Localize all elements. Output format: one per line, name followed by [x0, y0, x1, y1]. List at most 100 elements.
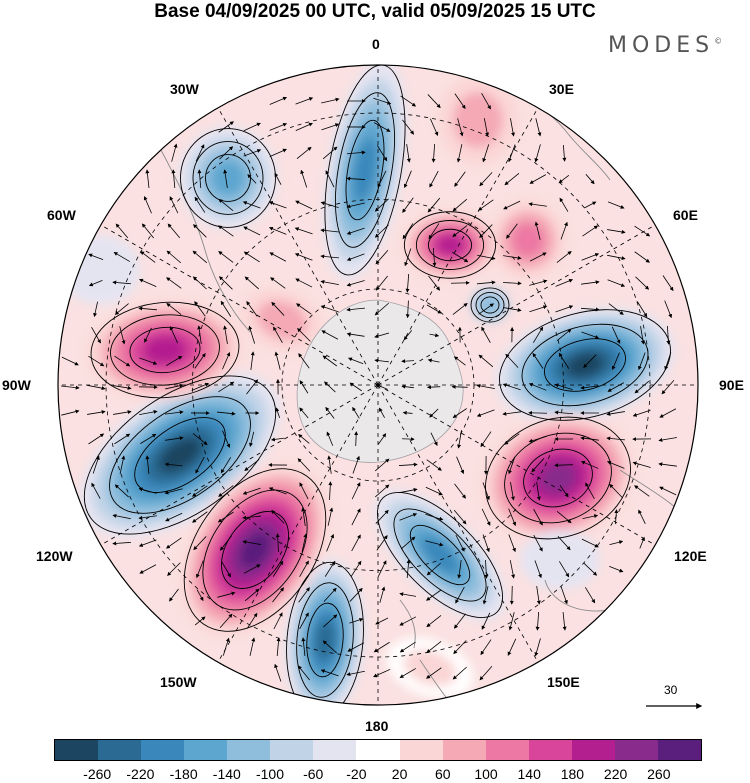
wind-arrow — [531, 458, 545, 473]
colorbar-tick-label: -260 — [83, 766, 112, 782]
wind-arrow — [634, 251, 650, 263]
wind-arrow — [581, 253, 600, 261]
wind-arrow — [346, 202, 365, 209]
wind-arrow — [141, 223, 154, 239]
anomaly-contour-fill — [403, 649, 457, 687]
wind-arrow — [426, 615, 442, 628]
wind-arrow — [165, 436, 184, 441]
reference-vector-label: 30 — [664, 683, 678, 697]
wind-arrow — [634, 225, 651, 237]
wind-arrow — [555, 305, 574, 313]
anomaly-contour-fill — [210, 159, 246, 197]
wind-arrow — [218, 198, 234, 211]
wind-arrow — [585, 174, 595, 185]
wind-arrow — [534, 144, 541, 163]
wind-arrow — [560, 586, 568, 605]
wind-arrow — [221, 561, 231, 578]
wind-arrow — [508, 508, 517, 527]
wind-arrow — [326, 533, 335, 552]
wind-arrow — [580, 460, 599, 469]
wind-arrow — [426, 385, 441, 390]
wind-arrow — [452, 198, 468, 212]
wind-arrow — [429, 118, 439, 136]
anomaly-contour-fill — [511, 222, 545, 258]
wind-arrow — [299, 612, 309, 630]
wind-arrow — [609, 540, 624, 546]
wind-arrow — [246, 379, 259, 395]
lon-label-30e: 30E — [549, 81, 574, 97]
wind-arrow — [321, 123, 340, 131]
wind-arrow — [406, 144, 411, 163]
wind-arrow — [197, 325, 202, 344]
wind-arrow — [510, 482, 515, 501]
contour-line — [485, 416, 631, 540]
wind-arrow — [558, 174, 570, 184]
wind-arrow — [556, 510, 572, 524]
colorbar-tick-label: 260 — [647, 766, 671, 782]
wind-arrow — [559, 197, 569, 212]
wind-arrow — [614, 509, 619, 525]
wind-arrow — [61, 356, 79, 366]
contour-line — [180, 128, 276, 228]
wind-arrow — [452, 408, 467, 418]
wind-arrow — [639, 536, 645, 549]
wind-arrow — [504, 172, 520, 186]
wind-arrow — [452, 666, 467, 680]
colorbar-tick-label: -180 — [169, 766, 198, 782]
wind-arrow — [399, 616, 417, 626]
wind-arrow — [242, 515, 261, 520]
wind-arrow — [405, 300, 410, 319]
wind-arrow — [476, 280, 496, 285]
wind-arrow — [222, 430, 231, 449]
wind-arrow — [430, 432, 438, 446]
wind-arrow — [347, 642, 365, 652]
wind-arrow — [581, 538, 599, 548]
wind-arrow — [399, 668, 416, 678]
wind-arrow — [431, 143, 436, 163]
wind-arrow — [452, 225, 468, 238]
contour-line — [192, 141, 264, 215]
wind-arrow — [505, 353, 519, 368]
wind-arrow — [376, 145, 388, 162]
wind-arrow — [425, 513, 444, 521]
wind-arrow — [457, 430, 462, 449]
wind-arrow — [507, 638, 517, 656]
wind-arrow — [244, 459, 260, 471]
wind-arrow — [635, 276, 650, 290]
wind-arrow — [269, 96, 288, 105]
wind-arrow — [535, 611, 540, 631]
wind-arrow — [193, 224, 207, 238]
wind-arrow — [508, 612, 515, 631]
meridian-line — [100, 224, 379, 386]
wind-arrow — [250, 351, 255, 370]
wind-arrow — [374, 302, 389, 316]
wind-arrow — [92, 455, 100, 474]
meridian-line — [217, 107, 379, 386]
wind-arrow — [140, 433, 157, 444]
wind-arrow — [504, 433, 520, 445]
wind-arrow — [322, 640, 337, 654]
wind-arrow — [297, 328, 311, 342]
wind-arrow — [145, 455, 150, 474]
colorbar-tick-label: 220 — [603, 766, 628, 782]
wind-arrow — [171, 143, 178, 162]
contour-line — [393, 508, 487, 602]
wind-arrow — [223, 325, 228, 344]
wind-arrow — [321, 97, 340, 104]
wind-arrow — [374, 224, 389, 238]
wind-arrow — [533, 508, 543, 526]
contour-line — [470, 287, 510, 323]
wind-arrow — [320, 201, 339, 209]
wind-arrow — [61, 385, 80, 390]
wind-arrow — [191, 382, 210, 391]
wind-arrow — [584, 587, 596, 604]
contour-line — [427, 228, 473, 262]
wind-arrow — [349, 587, 363, 602]
wind-arrow — [326, 431, 334, 446]
colorbar-tick-label: -220 — [126, 766, 155, 782]
wind-arrow — [479, 224, 493, 239]
wind-arrow — [585, 482, 595, 500]
colorbar-tick-label: -100 — [255, 766, 285, 782]
wind-arrow — [322, 355, 338, 367]
wind-arrow — [222, 351, 231, 370]
